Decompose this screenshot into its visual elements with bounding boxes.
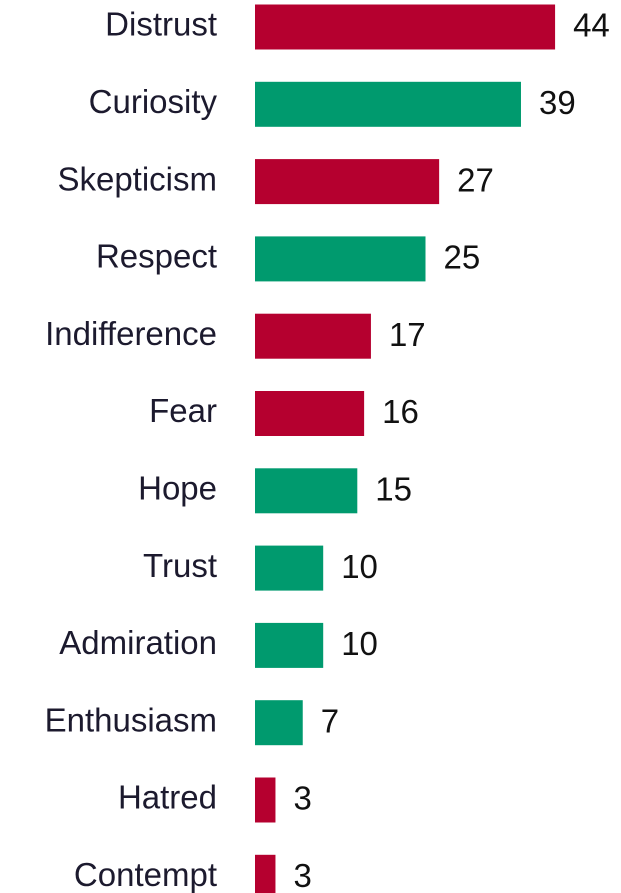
bar [255,4,556,50]
category-label: Indifference [45,315,217,352]
bar [255,81,521,127]
category-label: Hope [138,470,217,507]
bar [255,313,371,359]
value-label: 44 [573,7,610,44]
value-label: 16 [382,393,419,430]
category-label: Skepticism [57,160,217,197]
bar [255,236,426,282]
category-label: Trust [143,547,217,584]
category-label: Curiosity [89,83,218,120]
value-label: 10 [341,548,378,585]
value-label: 7 [321,702,339,739]
value-label: 15 [375,471,412,508]
value-label: 27 [457,161,494,198]
category-label: Hatred [118,779,217,816]
bar [255,854,276,893]
category-label: Distrust [105,6,217,43]
bar [255,622,324,668]
category-label: Admiration [59,624,217,661]
bar [255,700,303,746]
value-label: 3 [293,780,311,817]
bar [255,545,324,591]
value-label: 39 [539,84,576,121]
category-label: Contempt [74,856,217,893]
value-label: 25 [444,239,481,276]
bar [255,468,358,514]
bar [255,159,440,205]
category-label: Respect [96,238,217,275]
value-label: 10 [341,625,378,662]
value-label: 3 [293,857,311,893]
value-label: 17 [389,316,426,353]
category-label: Enthusiasm [45,701,217,738]
category-label: Fear [149,392,217,429]
bar [255,391,365,436]
bar [255,777,276,823]
